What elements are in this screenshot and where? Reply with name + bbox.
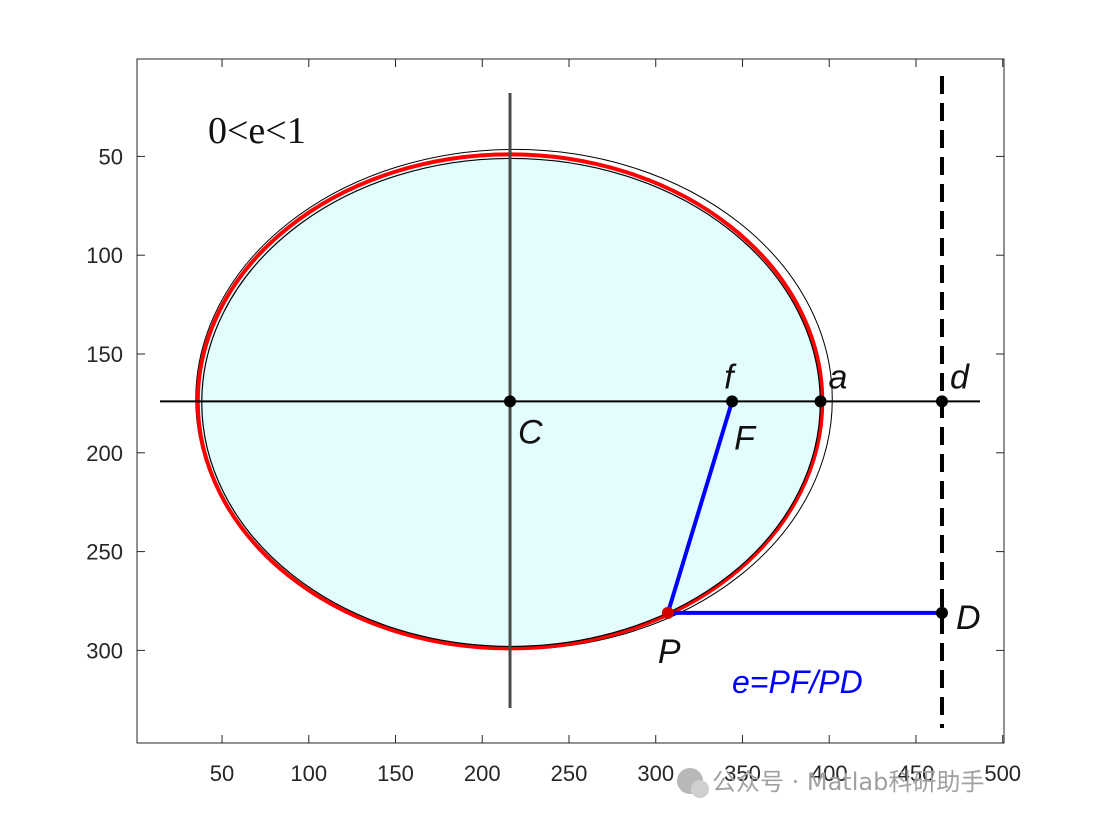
y-tick-label: 200 [86,441,123,466]
x-tick-label: 500 [984,761,1021,786]
watermark: 公众号 · Matlab科研助手 [677,768,984,798]
figure-shapes [160,76,980,728]
x-tick-label: 350 [724,761,761,786]
point-a [814,395,827,408]
point-label-a: a [829,358,848,396]
point-p [661,606,674,619]
wechat-icon-bubble [691,780,709,798]
point-f [726,395,739,408]
x-tick-label: 400 [811,761,848,786]
point-label-p: P [658,633,681,671]
point-label-d: D [956,599,981,637]
watermark-text: 公众号 · Matlab科研助手 [712,768,984,796]
point-label-c: C [518,413,543,451]
axis-ticks: 50 100 150 200 250 300 350 400 450 500 50 100 150 200… [86,59,1021,786]
point-c [504,395,517,408]
x-tick-label: 50 [210,761,234,786]
y-tick-label: 100 [86,243,123,268]
y-tick-label: 150 [86,342,123,367]
y-tick-label: 300 [86,638,123,663]
y-tick-label: 50 [99,144,123,169]
y-tick-label: 250 [86,540,123,565]
x-tick-label: 100 [290,761,327,786]
point-label-f-2: F [734,419,757,457]
x-tick-label: 300 [637,761,674,786]
x-tick-label: 250 [551,761,588,786]
x-tick-label: 450 [898,761,935,786]
segment-pf [665,400,734,614]
eccentricity-condition-label: 0<e<1 [208,110,306,152]
x-tick-label: 200 [464,761,501,786]
x-tick-label: 150 [377,761,414,786]
point-label-dtop: d [950,358,970,396]
point-d [935,606,948,619]
point-dtop [935,395,948,408]
formula-label: e=PF/PD [732,664,863,700]
